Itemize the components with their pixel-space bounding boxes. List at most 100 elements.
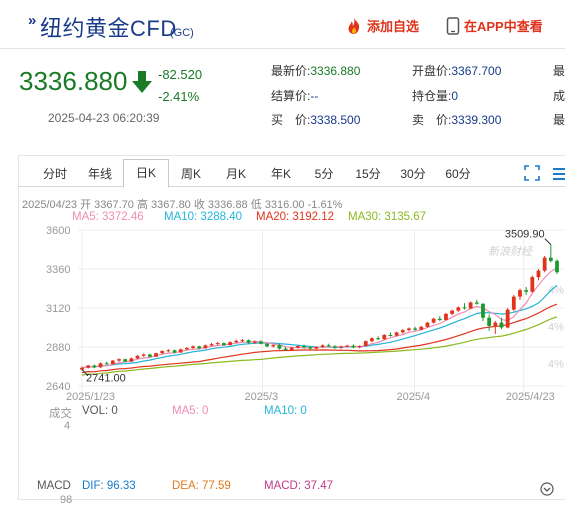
candle-body bbox=[215, 343, 220, 345]
candle-body bbox=[234, 340, 239, 343]
candle-body bbox=[333, 346, 337, 348]
y-axis-labels: 3600 3360 3120 2880 2640 bbox=[46, 225, 70, 393]
candle-body bbox=[444, 313, 448, 321]
candle-body bbox=[351, 345, 356, 348]
candle-body bbox=[462, 307, 467, 309]
y-tick-label: 3600 bbox=[46, 225, 70, 237]
candle-body bbox=[511, 296, 516, 310]
macd-dea: DEA: 77.59 bbox=[172, 480, 231, 492]
tab-yearly-k[interactable]: 年K bbox=[270, 167, 291, 181]
candle-body bbox=[86, 365, 91, 368]
candle-body bbox=[160, 351, 165, 354]
chart-annotations: 3509.90 2741.00 bbox=[81, 229, 552, 385]
ma5-line bbox=[81, 267, 558, 369]
stat-label: 持仓量: bbox=[412, 89, 452, 103]
y-tick-label: 2880 bbox=[46, 342, 70, 354]
candle-body bbox=[166, 350, 171, 352]
ma20-line bbox=[81, 303, 558, 374]
stat-latest: 最新价:3336.880 bbox=[271, 62, 360, 79]
view-in-app-label: 在APP中查看 bbox=[464, 19, 543, 34]
x-tick-label: 2025/3 bbox=[245, 391, 279, 402]
macd-value: MACD: 37.47 bbox=[264, 480, 334, 492]
candle-body bbox=[265, 343, 269, 347]
y-right-tick-label: 4% bbox=[548, 359, 564, 371]
expand-icon[interactable] bbox=[540, 482, 554, 496]
macd-dif: DIF: 96.33 bbox=[82, 480, 136, 492]
candle-body bbox=[221, 343, 226, 346]
moving-average-lines bbox=[81, 267, 558, 376]
candle-body bbox=[518, 290, 522, 297]
change-value: -82.520 bbox=[158, 67, 203, 82]
candle-body bbox=[240, 340, 245, 342]
candlestick-chart: 新浪财经 3600 3360 3120 2880 2640 4% 4% 4% 3509.90… bbox=[46, 225, 565, 402]
symbol-code: (GC) bbox=[170, 27, 194, 39]
ohlc-summary: 2025/04/23 开 3367.70 高 3367.80 收 3336.88… bbox=[22, 199, 343, 211]
tab-intraday[interactable]: 分时 bbox=[42, 167, 67, 181]
stat-ask: 卖 价:3339.300 bbox=[412, 111, 501, 128]
candle-body bbox=[92, 365, 97, 368]
candle-body bbox=[505, 309, 510, 328]
tab-weekly-k[interactable]: 周K bbox=[180, 167, 201, 181]
tab-30min[interactable]: 30分 bbox=[400, 167, 426, 181]
stat-settle: 结算价:-- bbox=[271, 87, 318, 104]
stat-label: 最新价: bbox=[271, 64, 311, 78]
stat-label: 最 bbox=[553, 113, 565, 127]
candle-body bbox=[228, 342, 232, 346]
stat-open-interest: 持仓量:0 bbox=[412, 87, 458, 104]
tab-monthly-k[interactable]: 月K bbox=[225, 167, 246, 181]
tab-5min[interactable]: 5分 bbox=[314, 167, 334, 181]
annotation-pointer bbox=[81, 369, 89, 376]
candle-body bbox=[80, 367, 84, 370]
candle-body bbox=[357, 346, 362, 348]
view-in-app-button[interactable]: 在APP中查看 bbox=[446, 16, 543, 35]
stat-bid: 买 价:3338.500 bbox=[271, 111, 360, 128]
candle-body bbox=[407, 328, 411, 331]
ma10-line bbox=[81, 284, 558, 369]
candle-body bbox=[419, 326, 424, 330]
x-tick-label: 2025/4/23 bbox=[506, 391, 555, 402]
volume-ma10: MA10: 0 bbox=[264, 405, 307, 417]
annotation-low: 2741.00 bbox=[86, 373, 126, 385]
y-right-tick-label: 4% bbox=[548, 322, 564, 334]
candle-body bbox=[542, 257, 547, 271]
candle-body bbox=[493, 322, 498, 326]
volume-label: 成交 bbox=[49, 408, 72, 420]
add-favorite-button[interactable]: 添加自选 bbox=[345, 16, 419, 35]
tab-year-line[interactable]: 年线 bbox=[87, 167, 112, 181]
candle-body bbox=[308, 347, 313, 349]
candle-body bbox=[302, 346, 306, 348]
candle-body bbox=[376, 338, 380, 340]
stat-value: 3338.500 bbox=[310, 113, 361, 127]
macd-axis-label: 98 bbox=[60, 494, 73, 506]
tab-60min[interactable]: 60分 bbox=[445, 167, 471, 181]
candle-body bbox=[178, 349, 183, 353]
fullscreen-icon[interactable] bbox=[524, 165, 540, 181]
tab-15min[interactable]: 15分 bbox=[355, 167, 381, 181]
stat-volume-truncated: 成 bbox=[553, 87, 565, 104]
candle-body bbox=[104, 363, 109, 365]
candle-body bbox=[191, 346, 195, 348]
stat-value: 3336.880 bbox=[310, 64, 361, 78]
candle-body bbox=[209, 344, 214, 346]
stat-label: 最 bbox=[553, 64, 565, 78]
ma5-legend: MA5: 3372.46 bbox=[72, 211, 144, 223]
x-tick-label: 2025/4 bbox=[397, 391, 431, 402]
ma30-line bbox=[81, 316, 558, 376]
candle-body bbox=[154, 353, 158, 357]
candles bbox=[80, 244, 559, 371]
tab-daily-k[interactable]: 日K bbox=[123, 159, 169, 188]
candle-body bbox=[481, 303, 485, 318]
settings-icon[interactable] bbox=[552, 165, 565, 181]
header-divider bbox=[0, 48, 565, 49]
candle-body bbox=[277, 345, 282, 349]
stat-low-truncated: 最 bbox=[553, 111, 565, 128]
candle-body bbox=[339, 346, 343, 348]
chart-watermark: 新浪财经 bbox=[488, 245, 533, 258]
candle-body bbox=[314, 347, 319, 349]
y-right-tick-label: 4% bbox=[548, 284, 564, 296]
candle-body bbox=[326, 345, 331, 347]
candle-body bbox=[363, 341, 368, 347]
candle-body bbox=[147, 354, 152, 357]
candle-body bbox=[135, 355, 140, 359]
candle-body bbox=[345, 345, 350, 347]
